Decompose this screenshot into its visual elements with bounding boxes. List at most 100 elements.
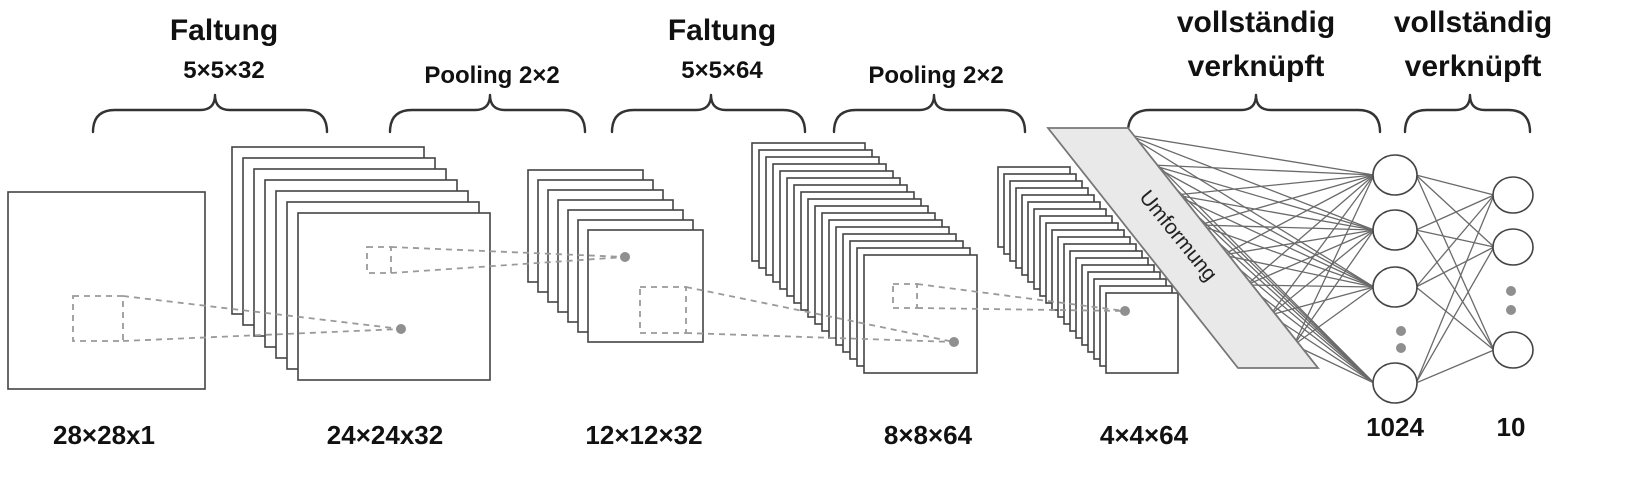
conv2-feature-maps	[751, 142, 978, 374]
fc2-connection	[1415, 229, 1495, 248]
receptive-field-pool1	[366, 246, 630, 274]
conv1-feature-maps	[231, 146, 491, 381]
dim-fc1: 1024	[1366, 412, 1424, 442]
fc2-connection	[1415, 194, 1495, 384]
fc1-title-line1: vollständig	[1177, 6, 1335, 39]
fc2-neurons	[1492, 176, 1534, 369]
fc2-title-line1: vollständig	[1394, 6, 1552, 39]
fc2-neuron	[1492, 331, 1534, 369]
fc1-connection	[1246, 284, 1375, 288]
conv1-kernel-window	[72, 295, 124, 342]
fc1-connection	[1222, 254, 1375, 288]
fc2-connection	[1415, 194, 1495, 288]
conv1-brace	[91, 93, 329, 134]
conv2-dims: 5×5×64	[681, 57, 763, 84]
conv2-kernel-window	[639, 286, 687, 334]
fc1-connection	[1293, 174, 1375, 346]
conv2-output-point	[949, 337, 959, 347]
fc2-connection	[1415, 194, 1495, 231]
fc2-connection	[1415, 246, 1495, 288]
dim-conv2: 8×8×64	[884, 420, 973, 450]
pool2-brace	[832, 93, 1027, 134]
fc1-connection	[1269, 314, 1375, 384]
fc1-connection	[1269, 229, 1375, 316]
fc1-connection	[1293, 344, 1375, 384]
fc1-connection	[1222, 174, 1375, 256]
fc1-neuron	[1372, 362, 1418, 404]
fc1-connection	[1293, 286, 1375, 346]
fc1-brace	[1126, 93, 1382, 134]
pool1-title: Pooling 2×2	[424, 62, 559, 89]
fc2-connection	[1415, 174, 1495, 248]
dim-pool2: 4×4×64	[1100, 420, 1189, 450]
fc1-connection	[1222, 254, 1375, 384]
fc1-connection	[1175, 194, 1375, 288]
conv1-output-point	[396, 324, 406, 334]
fc1-connection	[1127, 134, 1375, 231]
fc1-connection	[1269, 174, 1375, 316]
pool1-brace	[388, 93, 587, 134]
fc1-connection	[1222, 229, 1375, 256]
fc1-title-line2: verknüpft	[1188, 50, 1325, 83]
fc2-connection	[1415, 174, 1495, 196]
fc1-neuron	[1372, 154, 1418, 196]
fc2-neuron	[1492, 176, 1534, 214]
conv2-brace	[610, 93, 807, 134]
fc1-connection	[1246, 284, 1375, 384]
fc2-connections	[1415, 174, 1495, 384]
receptive-field-conv1	[72, 295, 406, 342]
fc1-neuron	[1372, 209, 1418, 251]
fc2-title-line2: verknüpft	[1405, 50, 1542, 83]
pool1-feature-maps	[527, 169, 704, 343]
fc1-connection	[1199, 224, 1375, 231]
fc1-connection	[1293, 229, 1375, 346]
fc2-neuron	[1492, 228, 1534, 266]
pool1-output-point	[620, 252, 630, 262]
fc1-neurons	[1372, 154, 1418, 404]
dim-fc2: 10	[1497, 412, 1526, 442]
fc1-connection	[1127, 134, 1375, 384]
fc1-neuron	[1372, 266, 1418, 308]
pool2-feature-maps	[997, 166, 1179, 374]
fc1-connection	[1127, 134, 1375, 176]
pool2-title: Pooling 2×2	[868, 62, 1003, 89]
pool2-map	[1105, 292, 1179, 374]
dim-conv1: 24×24x32	[327, 420, 443, 450]
input-image	[7, 191, 206, 390]
fc1-connection	[1175, 174, 1375, 196]
dim-pool1: 12×12×32	[585, 420, 702, 450]
conv2-title: Faltung	[668, 14, 776, 47]
fc1-connection	[1270, 286, 1375, 316]
pool1-map	[587, 229, 704, 343]
conv1-map	[297, 212, 491, 381]
fc2-ellipsis	[1506, 286, 1516, 315]
fc1-ellipsis	[1396, 326, 1406, 353]
fc2-connection	[1415, 246, 1495, 384]
fc1-connection	[1246, 174, 1375, 286]
fc1-connection	[1246, 229, 1375, 286]
fc2-brace	[1403, 93, 1532, 134]
fc1-connection	[1198, 174, 1375, 226]
fc1-connections	[1127, 134, 1375, 384]
receptive-field-conv2	[639, 286, 959, 347]
fc1-connection	[1198, 224, 1375, 384]
fc1-connection	[1151, 164, 1375, 176]
fc2-connection	[1415, 349, 1495, 384]
fc1-connection	[1174, 194, 1375, 384]
receptive-field-pool2	[892, 283, 1130, 316]
fc1-connection	[1198, 224, 1375, 288]
fc1-connection	[1151, 164, 1375, 288]
pool2-output-point	[1120, 306, 1130, 316]
conv1-dims: 5×5×32	[183, 57, 264, 84]
fc2-connection	[1415, 174, 1495, 351]
pool1-kernel-window	[366, 246, 392, 274]
dim-input: 28×28x1	[53, 420, 155, 450]
conv2-map	[863, 254, 978, 374]
fc1-connection	[1175, 194, 1375, 231]
pool2-kernel-window	[892, 283, 918, 309]
fc2-connection	[1415, 286, 1495, 351]
conv1-title: Faltung	[170, 14, 278, 47]
fc1-connection	[1151, 164, 1375, 231]
